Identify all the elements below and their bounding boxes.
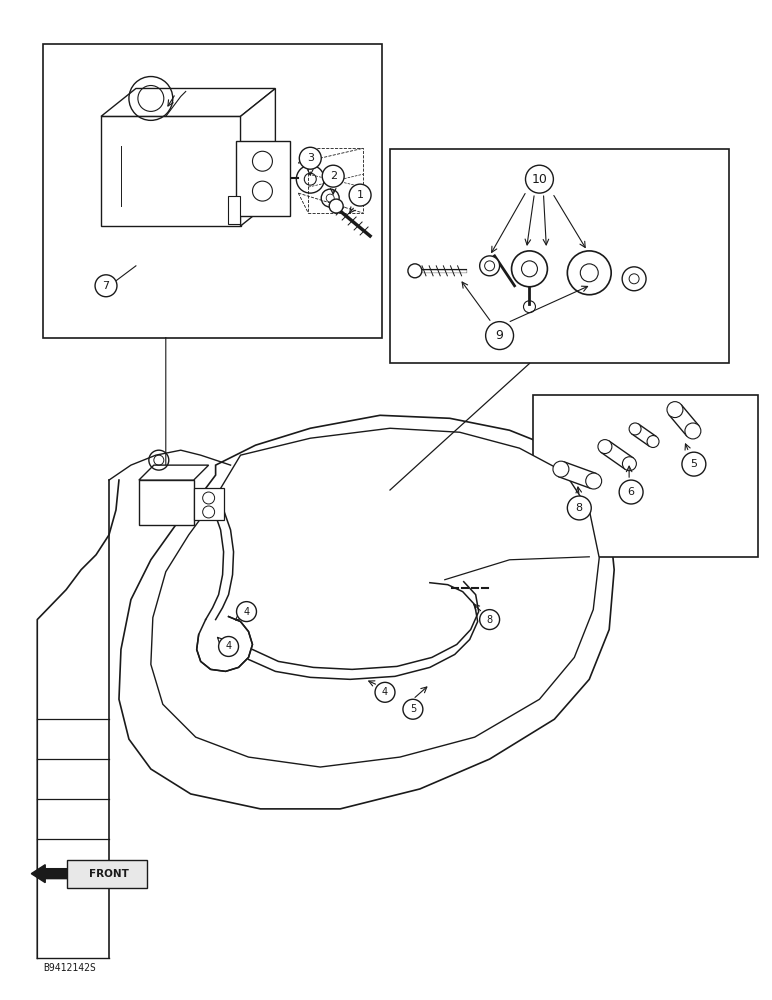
Circle shape [479,256,499,276]
Bar [533,395,757,557]
Circle shape [375,682,395,702]
Text: 10: 10 [531,173,547,186]
Polygon shape [631,424,656,446]
Circle shape [95,275,117,297]
Circle shape [329,199,344,213]
Text: 8: 8 [576,503,583,513]
Text: 3: 3 [306,153,313,163]
Bar [390,149,729,363]
Polygon shape [601,441,633,469]
Circle shape [553,461,569,477]
Circle shape [598,440,612,454]
Text: 5: 5 [410,704,416,714]
FancyArrow shape [32,865,67,883]
Text: 5: 5 [690,459,697,469]
Circle shape [408,264,422,278]
Bar [139,480,194,525]
Text: 4: 4 [243,607,249,617]
Circle shape [218,637,239,656]
Text: 6: 6 [628,487,635,497]
Text: FRONT: FRONT [89,869,129,879]
Text: 2: 2 [330,171,337,181]
Bar [43,44,382,338]
Bar [194,488,224,520]
Circle shape [349,184,371,206]
Circle shape [586,473,601,489]
Circle shape [567,496,591,520]
Text: 4: 4 [382,687,388,697]
Circle shape [629,423,641,435]
Bar [228,196,239,224]
Text: 7: 7 [103,281,110,291]
Circle shape [403,699,423,719]
Circle shape [486,322,513,350]
Circle shape [619,480,643,504]
Circle shape [322,165,344,187]
Text: 1: 1 [357,190,364,200]
Polygon shape [558,462,597,489]
Bar [101,116,241,226]
Text: 8: 8 [486,615,493,625]
Circle shape [622,457,636,471]
Circle shape [526,165,554,193]
Polygon shape [151,428,599,767]
Circle shape [685,423,701,439]
Text: 4: 4 [225,641,232,651]
Circle shape [647,436,659,447]
Polygon shape [241,88,276,226]
Bar [67,860,147,888]
Text: B9412142S: B9412142S [43,963,96,973]
Polygon shape [669,404,699,436]
Text: 9: 9 [496,329,503,342]
Bar [235,141,290,216]
Circle shape [236,602,256,622]
Circle shape [682,452,706,476]
Polygon shape [119,415,615,809]
Circle shape [667,402,683,418]
Polygon shape [101,88,276,116]
Circle shape [567,251,611,295]
Polygon shape [139,465,208,480]
Circle shape [622,267,646,291]
Circle shape [479,610,499,630]
Circle shape [300,147,321,169]
Circle shape [512,251,547,287]
